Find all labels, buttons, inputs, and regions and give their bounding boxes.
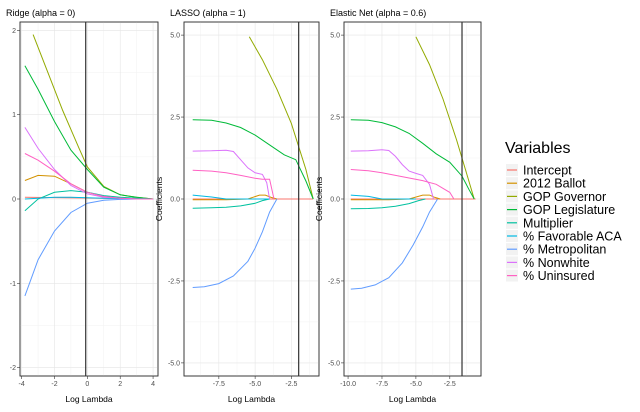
x-tick-label: -4 [19,381,25,388]
legend-label: % Favorable ACA [523,230,622,244]
y-tick-label: 0.0 [170,197,180,204]
legend-label: % Nonwhite [523,256,590,270]
y-tick-label: 0.0 [330,197,340,204]
y-tick-label: 5.0 [330,33,340,40]
series-line-2012-ballot [350,194,441,201]
x-tick-label: -2 [51,381,57,388]
legend-item: Intercept [506,164,572,178]
y-tick-label: 2 [12,28,16,35]
legend-item: % Nonwhite [506,256,590,270]
x-tick-label: -5.0 [249,381,261,388]
series-line-multiplier [350,198,426,210]
series-line-gop-legislature [192,119,314,200]
series-line-metropolitan [192,198,278,288]
legend-label: GOP Governor [523,190,606,204]
y-tick-label: -2.5 [328,278,340,285]
series-line-2012-ballot [192,194,278,201]
series-line-gop-legislature [350,119,475,200]
y-tick-label: 2.5 [330,115,340,122]
y-tick-label: -2 [10,365,16,372]
y-tick-label: 2.5 [170,115,180,122]
series-line-metropolitan [350,198,439,290]
y-axis-title: Coefficients [154,177,164,221]
x-tick-label: 4 [151,381,155,388]
x-tick-label: -2.5 [285,381,297,388]
series-line-favorable-aca [192,194,270,200]
x-axis-title: Log Lambda [65,394,113,404]
legend-item: 2012 Ballot [506,177,586,191]
x-tick-label: -7.5 [376,381,388,388]
series-line-favorable-aca [350,194,416,200]
x-tick-label: 2 [118,381,122,388]
legend-item: % Favorable ACA [506,230,622,244]
series-line-uninsured [24,153,154,200]
legend-label: Intercept [523,164,572,178]
series-line-gop-legislature [24,65,154,200]
y-tick-label: 5.0 [170,33,180,40]
panel-border [183,21,320,377]
legend-label: GOP Legislature [523,203,615,217]
panel-1: -4 -2 0 2 4 -2 -1 0 1 2 Ridge (alpha = 0) Log Lambd… [6,8,159,404]
x-tick-label: -2.5 [444,381,456,388]
legend-item: GOP Legislature [506,203,615,217]
legend-item: Multiplier [506,216,573,230]
panel-2: -7.5 -5.0 -2.5 -5.0 -2.5 0.0 2.5 5.0 LASSO (alph… [154,8,320,404]
series-line-nonwhite [350,149,434,200]
legend-label: Multiplier [523,216,573,230]
y-tick-label: 0 [12,197,16,204]
legend-label: % Uninsured [523,269,595,283]
y-tick-label: -5.0 [328,360,340,367]
legend-title: Variables [505,140,571,157]
series-line-multiplier [192,198,270,209]
series-line-gop-governor [248,36,314,200]
legend-label: 2012 Ballot [523,177,586,191]
series-line-gop-governor [415,36,475,200]
y-tick-label: 1 [12,112,16,119]
panel-border [343,21,482,377]
legend-item: % Uninsured [506,269,595,283]
x-axis-title: Log Lambda [228,394,276,404]
legend-item: % Metropolitan [506,243,606,257]
panel-title: Elastic Net (alpha = 0.6) [330,8,426,18]
panel-border [19,21,159,377]
y-tick-label: -5.0 [168,360,180,367]
x-tick-label: -10.0 [340,381,356,388]
panel-title: Ridge (alpha = 0) [6,8,75,18]
y-tick-label: -1 [10,281,16,288]
y-axis-title: Coefficients [314,177,324,221]
panel-title: LASSO (alpha = 1) [170,8,246,18]
x-tick-label: -7.5 [213,381,225,388]
series-line-uninsured [192,169,275,200]
y-tick-label: -2.5 [168,278,180,285]
legend-item: GOP Governor [506,190,606,204]
series-line-nonwhite [192,149,271,200]
x-tick-label: -5.0 [410,381,422,388]
legend-label: % Metropolitan [523,243,606,257]
x-tick-label: 0 [85,381,89,388]
x-axis-title: Log Lambda [389,394,437,404]
panel-3: -10.0 -7.5 -5.0 -2.5 -5.0 -2.5 0.0 2.5 5.0 Elasti… [314,8,482,404]
series-line-uninsured [350,169,455,200]
